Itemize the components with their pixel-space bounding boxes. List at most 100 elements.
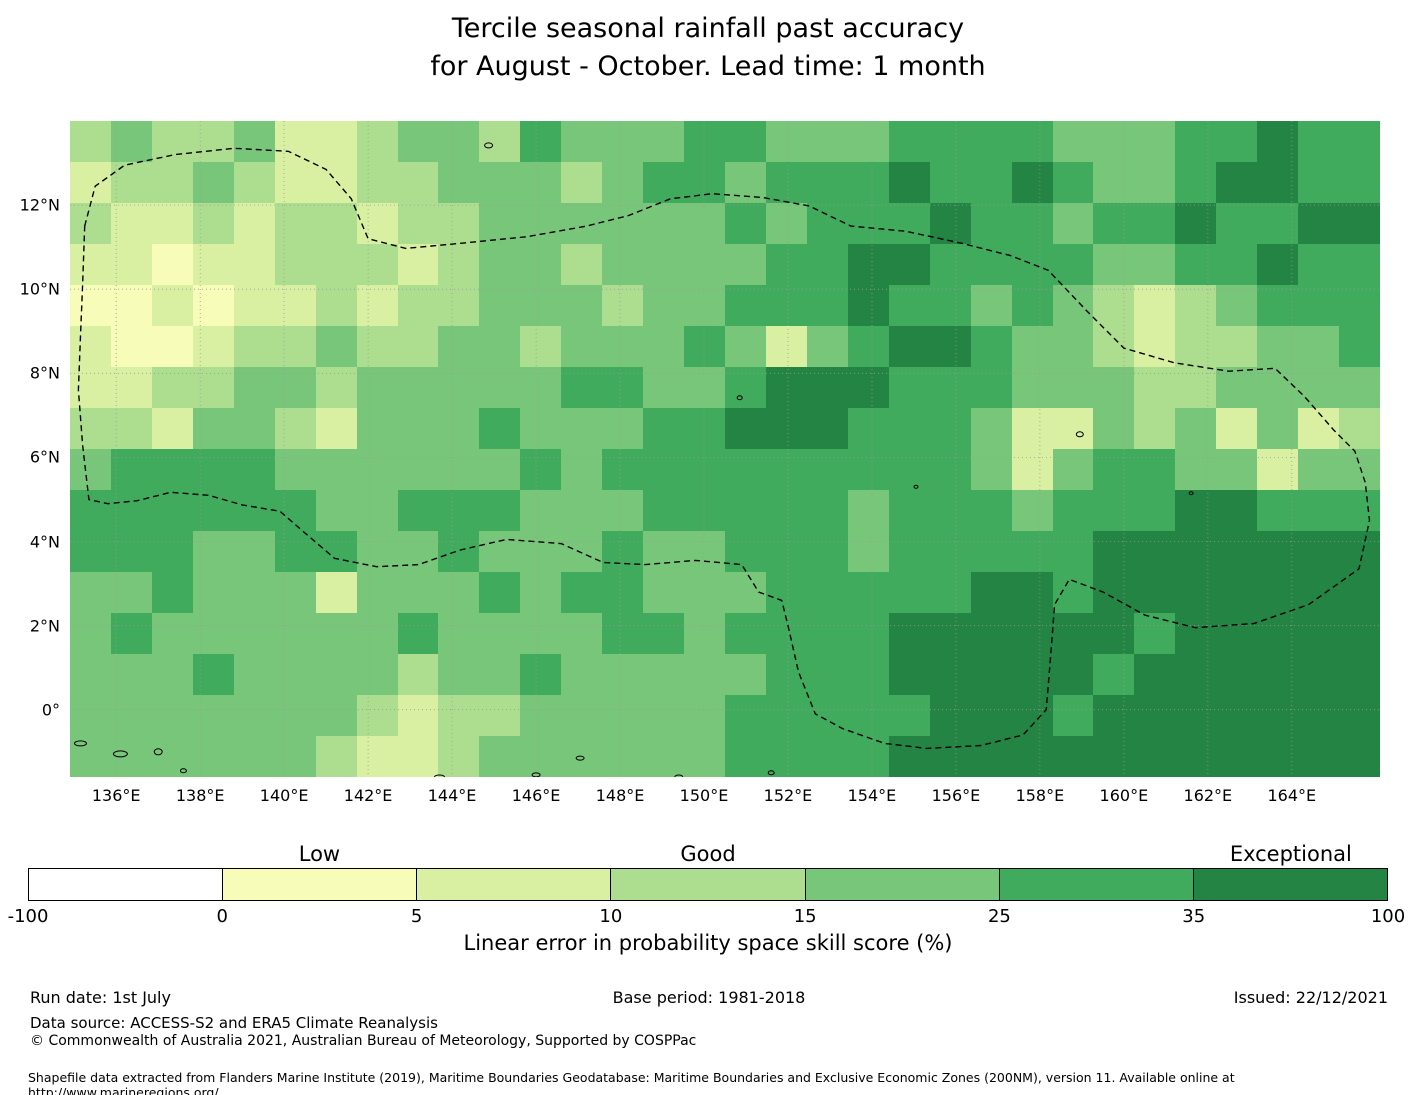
heatmap-cell [70, 408, 111, 449]
heatmap-cell [1175, 367, 1217, 408]
colorbar-segment [222, 869, 417, 900]
heatmap-cell [70, 736, 111, 777]
heatmap-cell [479, 572, 521, 613]
heatmap-cell [643, 449, 685, 490]
heatmap-cell [274, 203, 316, 244]
heatmap-cell [192, 285, 234, 326]
heatmap-cell [929, 531, 971, 572]
heatmap-cell [929, 572, 971, 613]
heatmap-cell [929, 121, 971, 162]
heatmap-cell [929, 244, 971, 285]
heatmap-cell [1052, 121, 1094, 162]
heatmap-cell [1339, 367, 1380, 408]
heatmap-cell [684, 654, 725, 695]
heatmap-cell [233, 531, 275, 572]
heatmap-cell [561, 613, 603, 654]
heatmap-cell [1093, 531, 1135, 572]
heatmap-cell [643, 695, 685, 736]
heatmap-cell [356, 203, 398, 244]
heatmap-cell [1298, 449, 1340, 490]
heatmap-cell [1134, 654, 1176, 695]
heatmap-cell [151, 162, 193, 203]
heatmap-cell [1175, 613, 1217, 654]
heatmap-cell [520, 326, 562, 367]
heatmap-cell [1134, 162, 1176, 203]
heatmap-cell [1257, 326, 1299, 367]
heatmap-cell [1257, 490, 1299, 531]
heatmap-cell [806, 531, 848, 572]
heatmap-cell [70, 244, 111, 285]
heatmap-cell [847, 736, 889, 777]
heatmap-cell [561, 736, 603, 777]
y-tick-label: 6°N [29, 447, 60, 467]
heatmap-cell [192, 121, 234, 162]
heatmap-cell [1011, 490, 1053, 531]
heatmap-cell [233, 449, 275, 490]
heatmap-cell [397, 736, 439, 777]
heatmap-cell [356, 449, 398, 490]
heatmap-cell [397, 162, 439, 203]
heatmap-cell [315, 162, 357, 203]
heatmap-cell [602, 244, 644, 285]
heatmap-cell [806, 736, 848, 777]
x-tick-label: 146°E [511, 786, 561, 805]
heatmap-cell [1339, 695, 1380, 736]
heatmap-cell [1298, 613, 1340, 654]
heatmap-cell [561, 162, 603, 203]
heatmap-cell [520, 162, 562, 203]
heatmap-cell [1175, 326, 1217, 367]
map-area: 136°E 138°E 140°E 142°E 144°E 146°E 148°E 150°E… [20, 121, 1380, 805]
heatmap-cell [765, 367, 807, 408]
heatmap-cell [520, 531, 562, 572]
x-tick-label: 152°E [763, 786, 813, 805]
heatmap-cell [725, 244, 766, 285]
heatmap-cell [397, 695, 439, 736]
colorbar-segment [610, 869, 805, 900]
heatmap-cell [151, 736, 193, 777]
heatmap-cell [847, 408, 889, 449]
heatmap-cell [1257, 121, 1299, 162]
heatmap-cell [397, 408, 439, 449]
heatmap-cell [970, 203, 1012, 244]
heatmap-cell [1093, 121, 1135, 162]
colorbar-tick-label: 0 [216, 906, 229, 927]
heatmap-cell [1052, 531, 1094, 572]
heatmap-cell [847, 572, 889, 613]
heatmap-cell [520, 408, 562, 449]
heatmap-cell [70, 490, 111, 531]
heatmap-cell [356, 654, 398, 695]
heatmap-cell [438, 121, 480, 162]
colorbar-categories: Low Good Exceptional [28, 840, 1388, 868]
heatmap-cell [602, 613, 644, 654]
heatmap-cell [192, 695, 234, 736]
heatmap-cell [1298, 326, 1340, 367]
heatmap-cell [806, 572, 848, 613]
heatmap-cell [970, 531, 1012, 572]
heatmap-cell [725, 449, 766, 490]
heatmap-cell [847, 203, 889, 244]
heatmap-cell [520, 613, 562, 654]
heatmap-cell [1052, 449, 1094, 490]
heatmap-cell [479, 654, 521, 695]
y-tick-label: 8°N [29, 363, 60, 383]
heatmap-cell [192, 736, 234, 777]
heatmap-cell [1093, 613, 1135, 654]
heatmap-cell [1093, 572, 1135, 613]
heatmap-cell [765, 449, 807, 490]
heatmap-cell [1134, 736, 1176, 777]
colorbar-segment [1192, 869, 1387, 900]
heatmap-cell [684, 285, 725, 326]
heatmap-cell [888, 162, 930, 203]
colorbar-tick-label: 100 [1370, 906, 1406, 927]
heatmap-cell [192, 613, 234, 654]
heatmap-cell [1175, 654, 1217, 695]
heatmap-cell [1011, 162, 1053, 203]
heatmap-cell [684, 121, 725, 162]
copyright-text: © Commonwealth of Australia 2021, Austra… [30, 1033, 697, 1049]
heatmap-cell [356, 490, 398, 531]
heatmap-cell [151, 613, 193, 654]
footer-row: Run date: 1st July Base period: 1981-201… [30, 988, 1388, 1007]
heatmap-cell [847, 285, 889, 326]
heatmap-cell [274, 572, 316, 613]
heatmap-cell [1011, 654, 1053, 695]
